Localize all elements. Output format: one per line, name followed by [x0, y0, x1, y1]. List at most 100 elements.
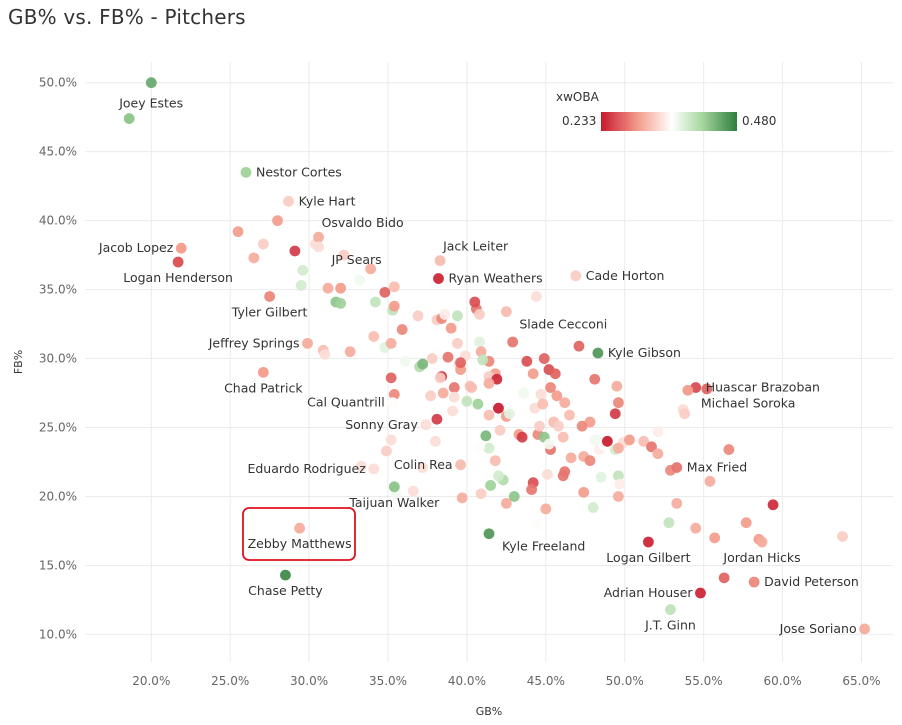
data-point[interactable]: [379, 286, 391, 298]
data-point-cade-horton[interactable]: [570, 270, 582, 282]
data-point-chase-petty[interactable]: [280, 569, 291, 581]
data-point-eduardo-rodriguez[interactable]: [368, 463, 380, 475]
data-point[interactable]: [704, 475, 716, 487]
data-point[interactable]: [480, 430, 492, 442]
data-point[interactable]: [718, 572, 730, 584]
data-point[interactable]: [474, 441, 485, 453]
data-point-zebby-matthews[interactable]: [294, 522, 306, 534]
data-point[interactable]: [543, 438, 555, 450]
data-point[interactable]: [613, 470, 624, 482]
data-point-ryan-weathers[interactable]: [433, 273, 444, 284]
data-point[interactable]: [406, 417, 418, 429]
data-point[interactable]: [578, 486, 590, 498]
data-point[interactable]: [388, 281, 400, 293]
data-point[interactable]: [489, 455, 501, 467]
data-point-jp-sears[interactable]: [313, 241, 324, 253]
data-point[interactable]: [354, 274, 365, 286]
data-point[interactable]: [584, 455, 596, 467]
data-point[interactable]: [429, 435, 441, 447]
data-point[interactable]: [483, 442, 495, 454]
data-point[interactable]: [425, 390, 437, 402]
data-point[interactable]: [365, 263, 377, 275]
data-point[interactable]: [589, 373, 601, 385]
data-point[interactable]: [557, 431, 569, 443]
data-point-jacob-lopez[interactable]: [175, 242, 187, 254]
data-point-chad-patrick[interactable]: [257, 366, 269, 378]
data-point[interactable]: [565, 452, 577, 464]
data-point[interactable]: [483, 377, 495, 389]
data-point[interactable]: [257, 238, 269, 250]
data-point[interactable]: [553, 420, 564, 432]
data-point[interactable]: [534, 420, 545, 432]
data-point[interactable]: [652, 448, 664, 460]
data-point[interactable]: [559, 397, 571, 409]
data-point[interactable]: [485, 480, 496, 491]
data-point[interactable]: [540, 503, 552, 515]
data-point-j-t-ginn[interactable]: [665, 604, 676, 615]
data-point[interactable]: [475, 346, 487, 358]
data-point[interactable]: [493, 402, 504, 414]
data-point[interactable]: [338, 249, 350, 261]
data-point[interactable]: [614, 478, 626, 490]
data-point[interactable]: [452, 310, 463, 322]
data-point[interactable]: [381, 445, 392, 457]
data-point[interactable]: [521, 355, 533, 367]
data-point[interactable]: [530, 291, 542, 302]
data-point-nestor-cortes[interactable]: [240, 166, 252, 178]
data-point[interactable]: [551, 390, 563, 402]
data-point[interactable]: [500, 497, 512, 509]
data-point[interactable]: [355, 460, 367, 472]
data-point[interactable]: [541, 469, 553, 480]
data-point-david-peterson[interactable]: [748, 576, 760, 588]
data-point[interactable]: [723, 444, 735, 455]
data-point-logan-henderson[interactable]: [172, 256, 184, 268]
data-point[interactable]: [663, 517, 675, 529]
data-point[interactable]: [448, 391, 460, 403]
data-point[interactable]: [611, 380, 623, 392]
data-point[interactable]: [527, 368, 539, 380]
data-point[interactable]: [388, 300, 400, 312]
data-point-kyle-hart[interactable]: [283, 195, 294, 207]
data-point[interactable]: [609, 408, 621, 420]
data-point[interactable]: [452, 337, 463, 349]
data-point[interactable]: [385, 434, 397, 446]
data-point[interactable]: [701, 383, 713, 395]
data-point[interactable]: [516, 431, 528, 443]
data-point[interactable]: [549, 368, 561, 380]
data-point[interactable]: [335, 297, 347, 309]
data-point[interactable]: [369, 296, 381, 308]
data-point[interactable]: [652, 426, 664, 438]
data-point[interactable]: [740, 517, 752, 529]
data-point[interactable]: [474, 309, 485, 320]
data-point-taijuan-walker[interactable]: [388, 481, 400, 493]
data-point-kyle-gibson[interactable]: [592, 347, 604, 359]
data-point[interactable]: [344, 346, 356, 358]
data-point[interactable]: [483, 409, 495, 421]
data-point[interactable]: [624, 434, 635, 446]
data-point-kyle-freeland[interactable]: [483, 528, 495, 540]
data-point[interactable]: [447, 405, 459, 417]
data-point-jeffrey-springs[interactable]: [302, 337, 313, 349]
data-point[interactable]: [493, 470, 504, 482]
data-point[interactable]: [399, 355, 411, 367]
data-point-slade-cecconi[interactable]: [500, 306, 512, 318]
data-point[interactable]: [679, 408, 691, 420]
data-point[interactable]: [573, 340, 585, 352]
data-point[interactable]: [469, 296, 481, 308]
data-point[interactable]: [613, 491, 624, 502]
data-point[interactable]: [445, 322, 457, 334]
data-point[interactable]: [407, 485, 419, 497]
data-point[interactable]: [396, 324, 408, 335]
data-point[interactable]: [417, 358, 429, 370]
data-point[interactable]: [535, 389, 547, 400]
data-point[interactable]: [589, 434, 601, 446]
data-point[interactable]: [518, 387, 530, 399]
data-point[interactable]: [426, 353, 438, 364]
data-point[interactable]: [576, 420, 588, 432]
data-point[interactable]: [437, 387, 449, 399]
data-point-michael-soroka[interactable]: [682, 384, 694, 396]
data-point[interactable]: [289, 245, 301, 257]
data-point-colin-rea[interactable]: [455, 459, 466, 471]
data-point[interactable]: [335, 282, 347, 294]
